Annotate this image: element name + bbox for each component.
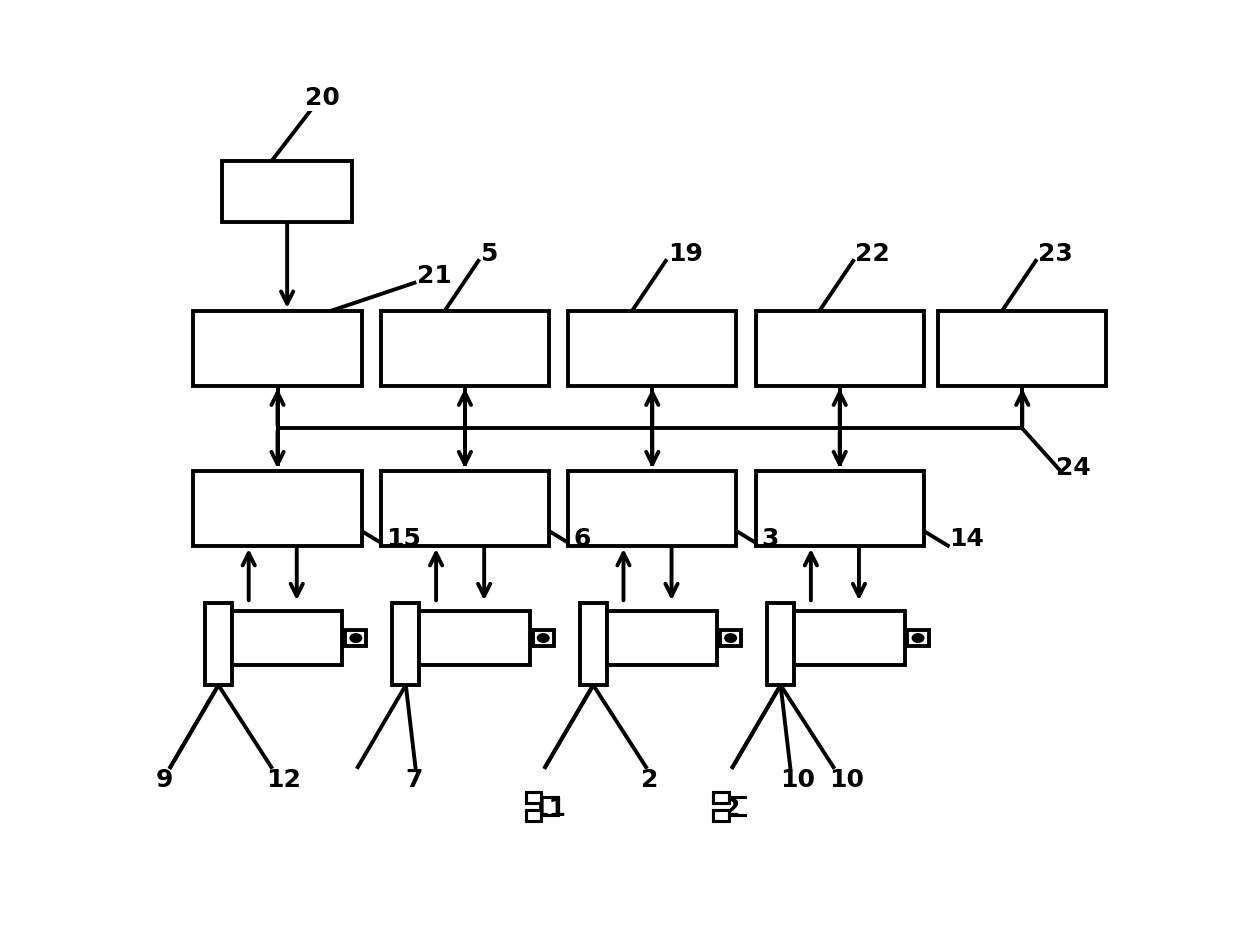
Text: 22: 22 <box>856 242 890 266</box>
Bar <box>232 611 342 665</box>
Bar <box>939 311 1106 385</box>
Bar <box>568 471 737 546</box>
Bar <box>755 471 924 546</box>
Text: 12: 12 <box>267 768 301 792</box>
Text: 20: 20 <box>305 86 340 109</box>
Text: 24: 24 <box>1056 456 1091 480</box>
Text: 6: 6 <box>574 527 591 551</box>
Bar <box>193 311 362 385</box>
Text: 23: 23 <box>1038 242 1073 266</box>
Bar <box>392 603 419 685</box>
Text: 3: 3 <box>761 527 779 551</box>
Bar <box>345 631 367 646</box>
Circle shape <box>725 633 737 643</box>
Bar <box>908 631 929 646</box>
Bar <box>794 611 905 665</box>
Bar <box>720 631 742 646</box>
Text: 5: 5 <box>480 242 497 266</box>
Bar <box>713 792 729 803</box>
Text: 10: 10 <box>828 768 864 792</box>
Circle shape <box>913 633 924 643</box>
Text: 19: 19 <box>667 242 703 266</box>
Text: 15: 15 <box>387 527 422 551</box>
Bar <box>526 792 542 803</box>
Text: 21: 21 <box>418 264 453 288</box>
Bar <box>381 311 549 385</box>
Circle shape <box>350 633 362 643</box>
Text: 14: 14 <box>949 527 983 551</box>
Text: 2: 2 <box>641 768 658 792</box>
Bar <box>419 611 529 665</box>
Bar <box>568 311 737 385</box>
Bar <box>526 810 542 820</box>
Text: 7: 7 <box>405 768 423 792</box>
Text: 2: 2 <box>723 796 740 820</box>
Bar <box>606 611 717 665</box>
Bar <box>580 603 606 685</box>
Bar <box>381 471 549 546</box>
Bar <box>193 471 362 546</box>
Bar <box>768 603 794 685</box>
Bar <box>205 603 232 685</box>
Text: 9: 9 <box>156 768 174 792</box>
Bar <box>533 631 554 646</box>
Text: 10: 10 <box>781 768 816 792</box>
Bar <box>713 810 729 820</box>
Bar <box>222 161 352 221</box>
Circle shape <box>537 633 549 643</box>
Bar <box>755 311 924 385</box>
Text: 11: 11 <box>531 796 565 820</box>
